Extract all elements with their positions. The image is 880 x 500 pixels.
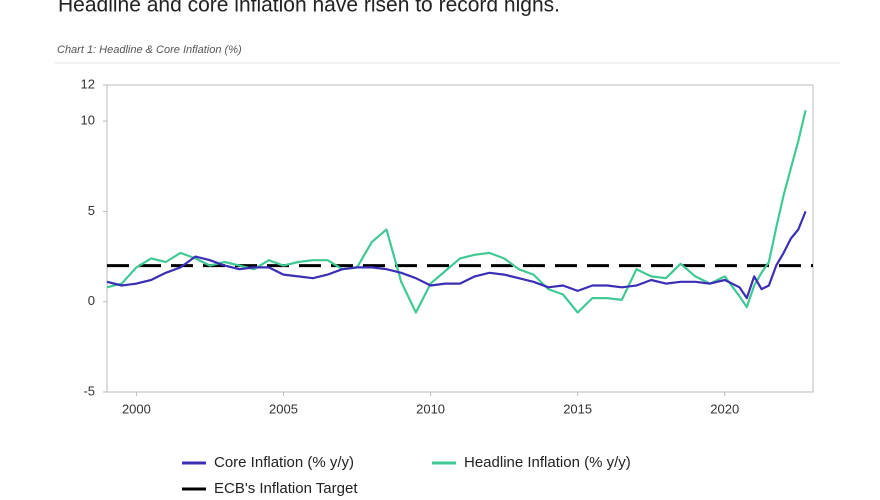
legend-label: Core Inflation (% y/y)	[214, 454, 354, 471]
x-tick-label: 2015	[563, 401, 592, 416]
series-line	[106, 210, 807, 300]
y-tick-label: 10	[81, 113, 95, 128]
x-tick-label: 2005	[269, 401, 298, 416]
x-tick-label: 2010	[416, 401, 445, 416]
y-tick-label: 0	[88, 293, 95, 308]
chart-subtitle: Chart 1: Headline & Core Inflation (%)	[57, 44, 242, 56]
x-tick-label: 2020	[710, 401, 739, 416]
legend-label: ECB's Inflation Target	[214, 480, 358, 497]
series-line	[106, 110, 807, 314]
plot-frame	[106, 84, 814, 393]
chart-title: Headline and core inflation have risen t…	[58, 0, 560, 17]
legend-label: Headline Inflation (% y/y)	[464, 454, 631, 471]
x-tick-label: 2000	[122, 401, 151, 416]
y-tick-label: 12	[81, 76, 95, 91]
y-tick-label: -5	[83, 383, 95, 398]
y-tick-label: 5	[88, 203, 95, 218]
